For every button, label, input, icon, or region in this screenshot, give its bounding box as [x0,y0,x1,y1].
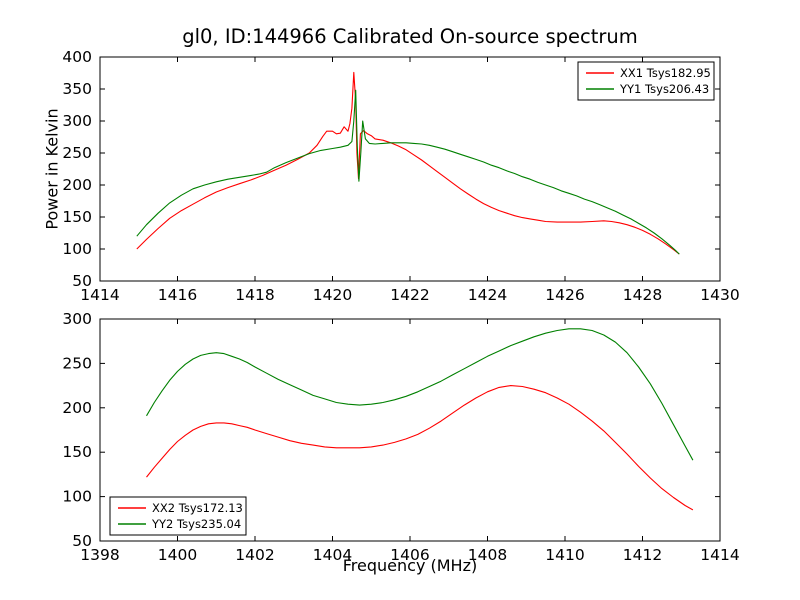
y-tick-label: 100 [62,488,92,506]
x-tick-label: 1412 [623,546,662,564]
legend-box [109,496,247,536]
y-tick-label: 300 [62,310,92,328]
x-tick-label: 1428 [623,286,662,304]
series-line [136,71,680,255]
y-tick-label: 350 [62,80,92,98]
y-tick-label: 50 [72,272,92,290]
series-line [136,89,680,255]
x-tick-label: 1426 [545,286,584,304]
y-tick-label: 250 [62,354,92,372]
x-tick-label: 1414 [700,546,739,564]
series-line [146,328,694,461]
x-tick-label: 1430 [700,286,739,304]
x-tick-label: 1402 [235,546,274,564]
y-tick-label: 100 [62,240,92,258]
x-tick-label: 1398 [80,546,119,564]
x-tick-label: 1400 [158,546,197,564]
x-tick-label: 1422 [390,286,429,304]
x-tick-label: 1414 [80,286,119,304]
legend-box [577,61,715,101]
legend-label: XX2 Tsys172.13 [152,501,243,515]
x-tick-label: 1416 [158,286,197,304]
x-tick-label: 1424 [468,286,507,304]
y-tick-label: 400 [62,48,92,66]
x-tick-label: 1418 [235,286,274,304]
legend-label: XX1 Tsys182.95 [620,66,711,80]
x-tick-label: 1410 [545,546,584,564]
y-tick-label: 150 [62,208,92,226]
y-tick-label: 300 [62,112,92,130]
legend-label: YY2 Tsys235.04 [151,517,241,531]
x-axis-label: Frequency (MHz) [342,556,478,575]
x-tick-label: 1406 [390,546,429,564]
x-tick-label: 1404 [313,546,352,564]
y-tick-label: 150 [62,443,92,461]
x-tick-label: 1408 [468,546,507,564]
legend-label: YY1 Tsys206.43 [619,82,709,96]
series-line [146,385,694,511]
y-tick-label: 250 [62,144,92,162]
y-tick-label: 200 [62,176,92,194]
chart-title: gl0, ID:144966 Calibrated On-source spec… [182,25,638,48]
y-tick-label: 200 [62,399,92,417]
y-tick-label: 50 [72,532,92,550]
x-tick-label: 1420 [313,286,352,304]
